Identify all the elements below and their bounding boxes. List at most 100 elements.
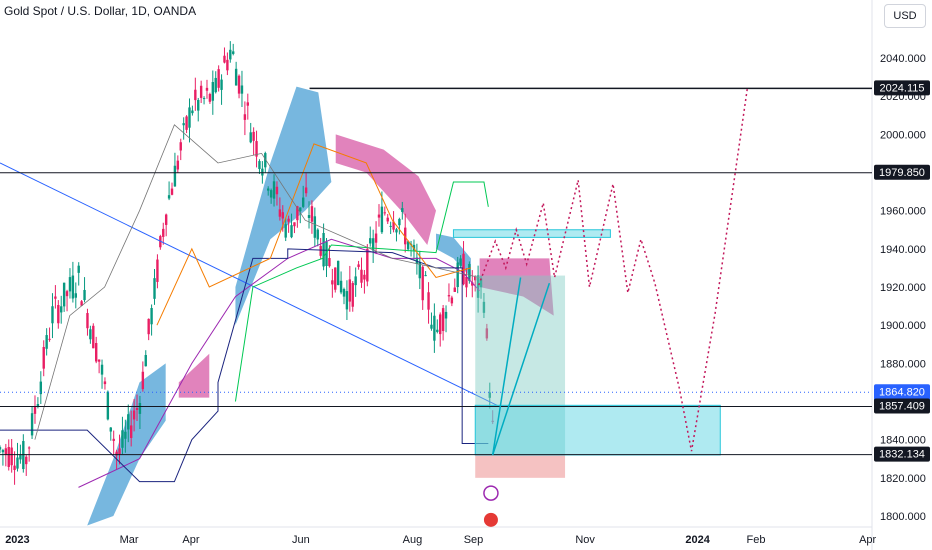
candle-body	[436, 329, 439, 332]
price-label-bg	[874, 446, 930, 462]
y-tick-label: 1800.000	[880, 511, 926, 523]
candle-body	[278, 209, 282, 217]
candle-body	[141, 371, 145, 390]
candle-body	[205, 87, 209, 91]
candle-body	[366, 248, 369, 282]
candle-body	[369, 238, 372, 244]
candle-body	[199, 85, 203, 98]
candle-body	[374, 233, 378, 243]
candle-body	[208, 94, 212, 102]
candle-body	[77, 265, 80, 273]
candle-body	[404, 227, 407, 245]
candle-body	[27, 447, 31, 449]
candle-body	[229, 49, 232, 60]
y-tick-label: 2040.000	[880, 53, 926, 65]
candle-body	[115, 451, 118, 456]
candle-body	[220, 79, 223, 90]
candle-body	[269, 190, 273, 198]
candle-body	[92, 325, 95, 349]
candle-body	[325, 241, 328, 267]
price-label: 2024.115	[879, 82, 924, 94]
candle-body	[4, 448, 8, 455]
x-tick-label: Jun	[292, 534, 310, 546]
trend-line	[0, 162, 498, 406]
candle-body	[488, 392, 491, 398]
candle-body	[243, 114, 247, 120]
candle-body	[103, 381, 107, 385]
candle-body	[331, 280, 334, 285]
candle-body	[10, 447, 13, 466]
candle-body	[232, 51, 235, 54]
candle-body	[392, 221, 395, 230]
price-label-bg	[874, 80, 930, 96]
candle-body	[7, 446, 10, 467]
candle-body	[267, 188, 270, 191]
candle-body	[170, 188, 174, 195]
candle-body	[430, 324, 433, 329]
candle-body	[313, 216, 317, 238]
candle-body	[401, 208, 404, 212]
candle-body	[226, 59, 229, 71]
profit-zone	[475, 275, 566, 455]
candle-body	[217, 69, 220, 88]
x-tick-label: Aug	[403, 534, 423, 546]
candle-body	[112, 438, 115, 441]
candle-body	[13, 465, 16, 470]
price-label-bg	[874, 164, 930, 180]
candle-body	[25, 456, 28, 465]
candle-body	[415, 257, 419, 264]
candle-body	[191, 110, 194, 114]
candle-body	[109, 427, 112, 432]
candle-body	[153, 278, 156, 299]
candle-body	[1, 450, 5, 453]
candle-body	[281, 212, 284, 219]
candle-body	[398, 218, 401, 226]
projection-path	[478, 88, 749, 452]
candle-body	[167, 195, 171, 199]
candle-body	[100, 364, 104, 375]
candle-body	[150, 308, 153, 325]
candle-body	[293, 222, 296, 227]
resistance-zone	[452, 229, 611, 238]
y-tick-label: 1900.000	[880, 320, 926, 332]
y-tick-label: 1880.000	[880, 358, 926, 370]
candle-body	[65, 291, 69, 297]
candle-body	[473, 276, 477, 281]
candle-body	[433, 315, 436, 341]
candle-body	[412, 244, 416, 251]
candle-body	[424, 275, 427, 277]
candle-body	[144, 355, 147, 367]
candle-body	[83, 289, 86, 301]
candle-body	[482, 301, 486, 313]
candle-body	[447, 295, 451, 297]
target-arrow	[491, 282, 551, 456]
candle-body	[16, 457, 19, 469]
candle-body	[296, 206, 299, 221]
candle-body	[194, 89, 197, 101]
candle-body	[284, 224, 287, 238]
candle-body	[197, 99, 200, 111]
price-label-bg	[874, 398, 930, 414]
y-tick-label: 1840.000	[880, 435, 926, 447]
currency-button[interactable]: USD	[884, 4, 926, 28]
candle-body	[299, 207, 302, 212]
candle-body	[71, 275, 75, 299]
us-flag-icon	[483, 512, 498, 527]
support-zone	[474, 404, 721, 456]
candle-body	[54, 296, 57, 299]
candle-body	[301, 197, 305, 207]
price-label: 1832.134	[879, 449, 925, 461]
candle-body	[80, 301, 83, 306]
candle-body	[383, 212, 387, 214]
x-tick-label: Mar	[120, 534, 139, 546]
candle-body	[348, 279, 352, 302]
candle-body	[182, 123, 185, 126]
candle-body	[97, 359, 101, 362]
cloud-segment	[87, 363, 166, 526]
loss-zone	[475, 454, 566, 478]
candle-body	[453, 287, 456, 292]
candle-body	[255, 141, 258, 157]
candle-body	[339, 280, 343, 293]
